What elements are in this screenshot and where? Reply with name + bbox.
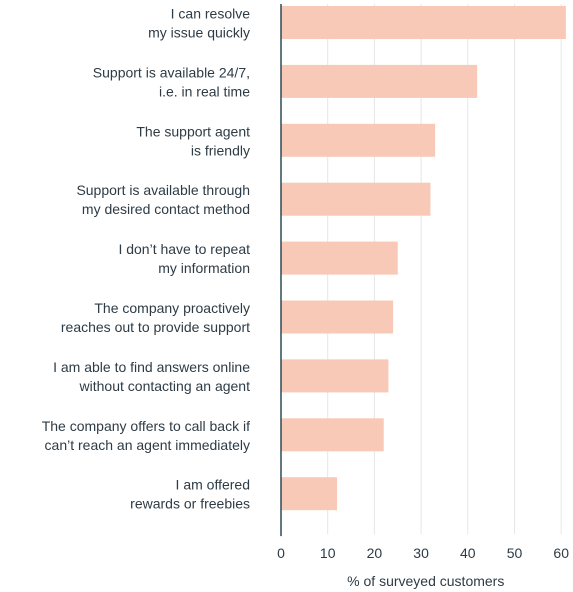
category-label-line: The company proactively — [94, 300, 250, 316]
category-label-line: my desired contact method — [82, 201, 250, 217]
x-tick-label: 10 — [320, 545, 336, 561]
bar — [281, 477, 338, 511]
category-label-line: my information — [158, 260, 250, 276]
category-label-line: is friendly — [191, 142, 250, 158]
category-label-line: I am offered — [176, 477, 250, 493]
x-tick-labels: 0 10 20 30 40 50 60 — [277, 545, 569, 561]
category-label-line: Support is available 24/7, — [93, 64, 250, 80]
category-label-line: rewards or freebies — [130, 496, 250, 512]
category-label: I am able to find answers online without … — [53, 359, 250, 394]
category-labels: I can resolve my issue quickly Support is … — [42, 6, 251, 512]
category-label-line: without contacting an agent — [79, 378, 251, 394]
x-tick-label: 50 — [507, 545, 523, 561]
x-tick-label: 40 — [460, 545, 476, 561]
bars — [281, 6, 566, 511]
category-label-line: The support agent — [136, 123, 250, 139]
x-axis-title: % of surveyed customers — [347, 573, 504, 589]
category-label: Support is available 24/7, i.e. in real t… — [93, 64, 250, 99]
category-label: The company proactively reaches out to pr… — [61, 300, 250, 335]
category-label-line: I can resolve — [171, 6, 251, 22]
x-tick-label: 20 — [367, 545, 383, 561]
category-label-line: I don’t have to repeat — [118, 241, 250, 257]
category-label-line: can’t reach an agent immediately — [45, 437, 250, 453]
category-label-line: I am able to find answers online — [53, 359, 250, 375]
category-label-line: The company offers to call back if — [42, 418, 250, 434]
x-tick-label: 60 — [553, 545, 569, 561]
bar — [281, 64, 478, 98]
bar — [281, 182, 431, 216]
category-label: Support is available through my desired c… — [76, 182, 250, 217]
category-label: I don’t have to repeat my information — [118, 241, 250, 276]
bar — [281, 123, 436, 157]
x-tick-label: 30 — [413, 545, 429, 561]
bar — [281, 359, 389, 393]
category-label-line: Support is available through — [76, 182, 250, 198]
category-label-line: my issue quickly — [148, 25, 250, 41]
bar — [281, 300, 394, 334]
category-label: The company offers to call back if can’t … — [42, 418, 250, 453]
category-label: The support agent is friendly — [136, 123, 250, 158]
category-label: I can resolve my issue quickly — [148, 6, 250, 41]
category-label-line: reaches out to provide support — [61, 319, 250, 335]
category-label: I am offered rewards or freebies — [130, 477, 250, 512]
x-tick-label: 0 — [277, 545, 285, 561]
bar — [281, 418, 384, 452]
bar — [281, 241, 398, 275]
bar — [281, 6, 566, 39]
category-label-line: i.e. in real time — [159, 83, 250, 99]
